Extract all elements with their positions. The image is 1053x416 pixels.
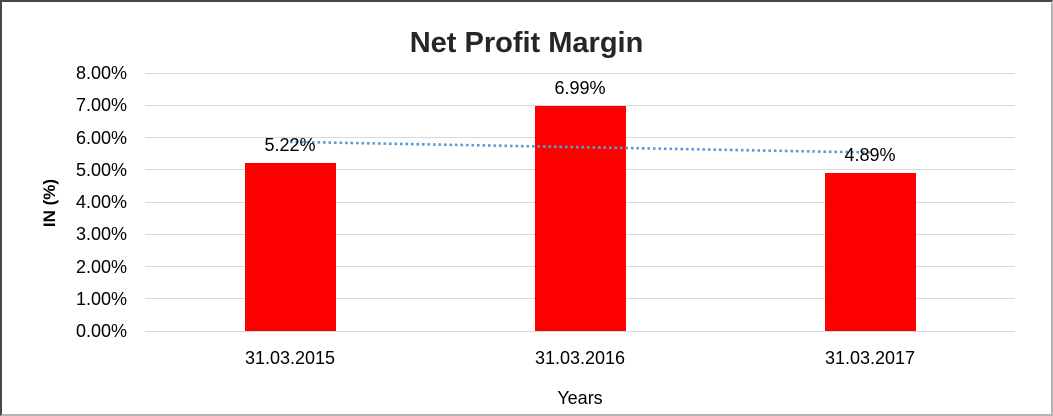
y-tick-label: 7.00% — [75, 95, 127, 116]
data-label: 5.22% — [264, 134, 316, 155]
y-tick-label: 1.00% — [75, 288, 127, 309]
y-tick-label: 2.00% — [75, 256, 127, 277]
x-axis-title: Years — [557, 388, 603, 408]
gridline — [145, 72, 1015, 74]
y-tick-label: 3.00% — [75, 224, 127, 245]
data-label: 4.89% — [844, 145, 896, 166]
x-axis-ticks: 31.03.2015 31.03.2016 31.03.2017 — [145, 347, 1015, 369]
y-tick-label: 8.00% — [75, 63, 127, 83]
x-tick-label: 31.03.2017 — [824, 348, 916, 368]
x-tick-label: 31.03.2016 — [534, 348, 626, 368]
y-tick-label: 4.00% — [75, 192, 127, 212]
gridline — [145, 104, 1015, 106]
bar-31.03.2016 — [534, 105, 626, 331]
plot-area: 5.22% 6.99% 4.89% — [145, 72, 1015, 332]
data-label: 6.99% — [554, 77, 606, 98]
y-tick-label: 6.00% — [75, 127, 127, 148]
gridline — [145, 330, 1015, 332]
bar-31.03.2017 — [824, 173, 916, 331]
x-tick-label: 31.03.2015 — [244, 348, 336, 368]
chart-title: Net Profit Margin — [409, 27, 644, 59]
y-tick-label: 0.00% — [75, 321, 127, 341]
bar-31.03.2015 — [244, 162, 336, 331]
y-axis-ticks: 8.00% 7.00% 6.00% 5.00% 4.00% 3.00% 2.00% 1.00%… — [2, 63, 135, 341]
y-tick-label: 5.00% — [75, 159, 127, 180]
